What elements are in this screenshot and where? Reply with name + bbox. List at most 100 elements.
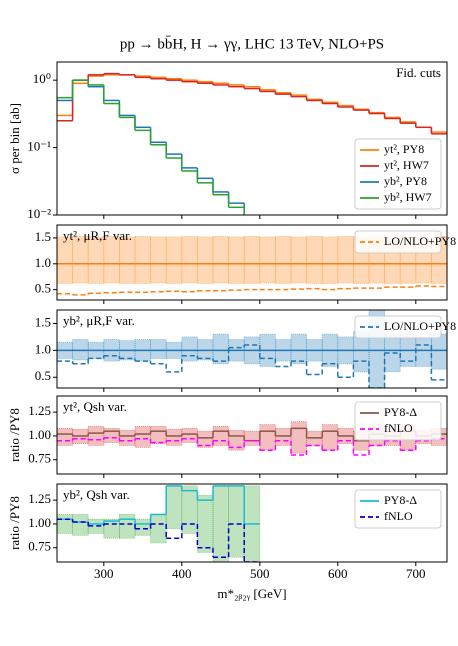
plot-area bbox=[57, 235, 447, 296]
plot-area bbox=[57, 310, 447, 388]
legend-label: fNLO bbox=[384, 509, 413, 523]
x-tick-label: 600 bbox=[328, 566, 348, 581]
band bbox=[415, 336, 432, 367]
legend-label: PY8-Δ bbox=[384, 493, 417, 507]
band bbox=[212, 426, 229, 446]
band bbox=[87, 236, 105, 284]
band bbox=[57, 427, 73, 446]
y-tick-label: 0.5 bbox=[35, 368, 51, 383]
y-tick-label: 1.00 bbox=[28, 515, 51, 530]
x-tick-label: 500 bbox=[250, 566, 270, 581]
band bbox=[119, 429, 136, 446]
annotation: yt², Qsh var. bbox=[63, 399, 127, 414]
legend-box bbox=[354, 315, 442, 339]
y-tick-label: 1.25 bbox=[28, 403, 51, 418]
band bbox=[290, 236, 308, 284]
band bbox=[57, 236, 73, 284]
band bbox=[212, 333, 229, 365]
band bbox=[321, 424, 339, 451]
legend-label: LO/NLO+PY8 bbox=[384, 319, 456, 333]
band bbox=[119, 236, 136, 284]
band bbox=[165, 236, 183, 284]
y-tick-label: 1.00 bbox=[28, 427, 51, 442]
band bbox=[196, 430, 214, 448]
y-tick-label: 0.75 bbox=[28, 539, 51, 554]
legend-box bbox=[354, 489, 442, 529]
x-tick-label: 300 bbox=[94, 566, 114, 581]
band bbox=[181, 427, 198, 444]
legend-label: yt², HW7 bbox=[384, 158, 429, 172]
band bbox=[150, 339, 167, 359]
annotation: Fid. cuts bbox=[396, 65, 441, 80]
band bbox=[290, 333, 308, 365]
legend-box bbox=[354, 138, 442, 210]
band bbox=[87, 426, 105, 446]
band bbox=[181, 336, 198, 362]
legend-box bbox=[354, 401, 442, 441]
band bbox=[259, 236, 276, 284]
band bbox=[150, 426, 167, 444]
band bbox=[181, 235, 198, 284]
band bbox=[259, 424, 276, 451]
band bbox=[274, 235, 292, 284]
legend-box bbox=[354, 230, 442, 254]
chart-title: pp → bb̄H, H → γγ, LHC 13 TeV, NLO+PS bbox=[120, 36, 384, 52]
band bbox=[181, 485, 198, 534]
band bbox=[119, 514, 136, 539]
plot-area bbox=[57, 72, 447, 215]
band bbox=[212, 485, 229, 562]
legend-label: LO/NLO+PY8 bbox=[384, 234, 456, 248]
band bbox=[243, 430, 261, 446]
band bbox=[212, 235, 229, 284]
band bbox=[290, 421, 308, 454]
y-tick-label: 10⁻¹ bbox=[27, 139, 51, 154]
axes-frame bbox=[56, 224, 448, 301]
y-tick-label: 0.5 bbox=[35, 281, 51, 296]
axes-frame bbox=[56, 309, 448, 389]
band bbox=[321, 236, 339, 284]
y-tick-label: 1.0 bbox=[35, 255, 51, 270]
legend-label: yb², PY8 bbox=[384, 174, 427, 188]
axes-frame bbox=[56, 395, 448, 475]
legend-label: yb², HW7 bbox=[384, 190, 432, 204]
annotation: yb², Qsh var. bbox=[63, 487, 130, 502]
band bbox=[134, 518, 151, 536]
band bbox=[134, 235, 151, 284]
band bbox=[72, 235, 89, 284]
x-tick-label: 400 bbox=[172, 566, 192, 581]
band bbox=[337, 235, 354, 284]
legend-label: PY8-Δ bbox=[384, 405, 417, 419]
band bbox=[57, 514, 73, 534]
legend-label: yt², PY8 bbox=[384, 142, 424, 156]
plot-area bbox=[57, 485, 261, 562]
y-tick-label: 10⁻² bbox=[27, 206, 51, 221]
band bbox=[150, 514, 167, 544]
band bbox=[430, 333, 447, 370]
annotation: yt², μR,F var. bbox=[63, 228, 132, 243]
band bbox=[134, 426, 151, 448]
x-tick-label: 700 bbox=[406, 566, 426, 581]
y-tick-label: 1.5 bbox=[35, 314, 51, 329]
band bbox=[243, 235, 261, 284]
y-axis-label: σ per bin [ab] bbox=[7, 103, 22, 174]
band bbox=[150, 236, 167, 284]
band bbox=[165, 485, 183, 530]
band bbox=[103, 235, 120, 284]
band bbox=[196, 495, 214, 553]
band bbox=[196, 236, 214, 284]
band bbox=[274, 427, 292, 446]
band bbox=[72, 514, 89, 536]
band bbox=[306, 235, 323, 284]
y-tick-label: 1.0 bbox=[35, 341, 51, 356]
x-axis-label: m*₂ᵦ₂ᵧ [GeV] bbox=[217, 586, 286, 602]
band bbox=[228, 485, 245, 558]
axes-frame bbox=[56, 61, 448, 216]
y-axis-label: ratio /PY8 bbox=[7, 496, 22, 550]
band bbox=[228, 236, 245, 284]
axes-frame bbox=[56, 483, 448, 563]
y-tick-label: 1.5 bbox=[35, 229, 51, 244]
y-tick-label: 0.75 bbox=[28, 451, 51, 466]
band bbox=[165, 428, 183, 446]
y-tick-label: 1.25 bbox=[28, 491, 51, 506]
